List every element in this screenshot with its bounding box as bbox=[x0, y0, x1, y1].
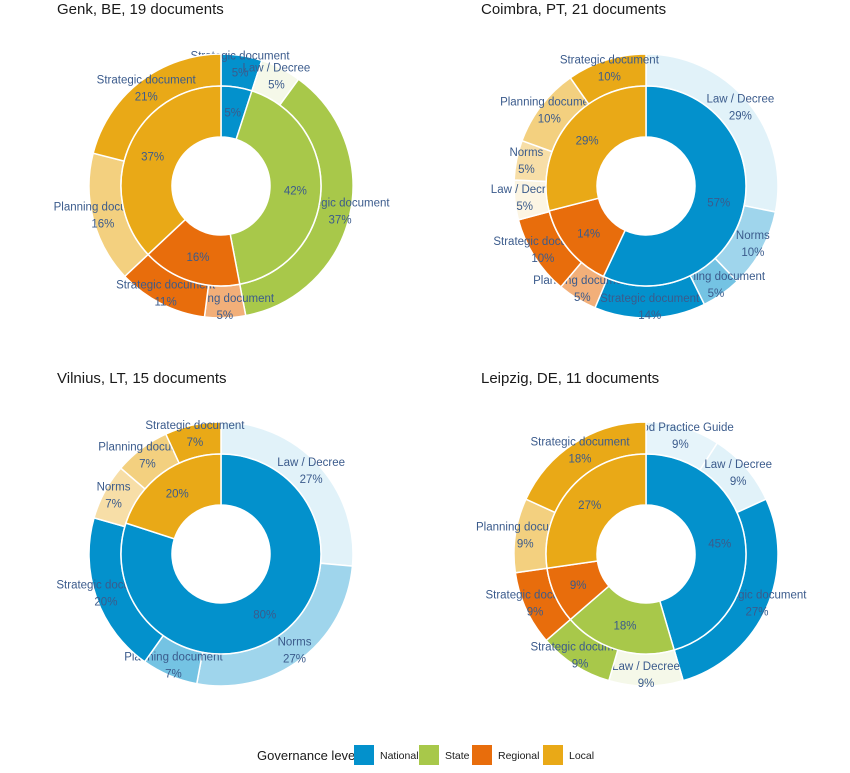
panel-3: Vilnius, LT, 15 documents Law / Decree 27%… bbox=[56, 370, 354, 687]
outer-slice-value-label: 14% bbox=[638, 310, 661, 322]
outer-slice-value-label: 9% bbox=[517, 539, 534, 551]
inner-slice-value-label: 27% bbox=[578, 500, 601, 512]
outer-slice-name-label: Law / Decree bbox=[612, 661, 680, 673]
inner-slice-value-label: 29% bbox=[576, 135, 599, 147]
outer-slice-value-label: 18% bbox=[569, 453, 592, 465]
outer-slice-value-label: 9% bbox=[672, 439, 689, 451]
outer-slice-value-label: 10% bbox=[598, 72, 621, 84]
outer-slice-name-label: Law / Decree bbox=[243, 62, 311, 74]
legend-swatch-national bbox=[354, 745, 374, 765]
outer-slice-value-label: 27% bbox=[283, 653, 306, 665]
panel-title: Coimbra, PT, 21 documents bbox=[481, 1, 666, 18]
outer-slice-value-label: 29% bbox=[729, 111, 752, 123]
outer-slice-value-label: 27% bbox=[300, 474, 323, 486]
legend: Governance level National State Regional… bbox=[257, 745, 594, 765]
outer-slice-value-label: 5% bbox=[268, 79, 285, 91]
outer-slice-value-label: 9% bbox=[527, 607, 544, 619]
outer-slice-name-label: Law / Decree bbox=[704, 459, 772, 471]
outer-slice-name-label: Norms bbox=[278, 636, 312, 648]
inner-slice-value-label: 80% bbox=[253, 609, 276, 621]
inner-slice-value-label: 5% bbox=[224, 107, 241, 119]
ring-divider bbox=[545, 453, 747, 655]
outer-slice-name-label: Norms bbox=[736, 230, 770, 242]
outer-slice-name-label: Strategic document bbox=[145, 420, 245, 432]
outer-slice-name-label: Law / Decree bbox=[277, 457, 345, 469]
inner-slice-value-label: 14% bbox=[577, 228, 600, 240]
legend-title: Governance level bbox=[257, 748, 358, 763]
outer-slice-value-label: 7% bbox=[139, 459, 156, 471]
ring-divider bbox=[120, 453, 322, 655]
outer-slice-value-label: 27% bbox=[745, 607, 768, 619]
ring-divider bbox=[120, 85, 322, 287]
outer-slice-name-label: Good Practice Guide bbox=[627, 422, 734, 434]
outer-slice-name-label: Strategic document bbox=[560, 55, 660, 67]
outer-slice-value-label: 11% bbox=[155, 297, 177, 309]
ring-divider bbox=[545, 85, 747, 287]
inner-slice-value-label: 16% bbox=[186, 252, 209, 264]
panels: Genk, BE, 19 documents Strategic document… bbox=[54, 1, 808, 690]
outer-slice-value-label: 9% bbox=[730, 476, 747, 488]
outer-slice-value-label: 7% bbox=[187, 437, 204, 449]
inner-slice-value-label: 18% bbox=[613, 620, 636, 632]
inner-slice-value-label: 57% bbox=[707, 197, 730, 209]
legend-swatch-local bbox=[543, 745, 563, 765]
outer-slice-value-label: 5% bbox=[708, 288, 725, 300]
inner-slice-value-label: 42% bbox=[284, 186, 307, 198]
outer-slice-name-label: Law / Decree bbox=[706, 94, 774, 106]
outer-slice-value-label: 20% bbox=[94, 597, 117, 609]
outer-slice-value-label: 10% bbox=[741, 247, 764, 259]
legend-label-regional: Regional bbox=[498, 750, 539, 762]
outer-slice-name-label: Strategic document bbox=[97, 75, 197, 87]
legend-label-local: Local bbox=[569, 750, 594, 762]
legend-swatch-state bbox=[419, 745, 439, 765]
panel-title: Genk, BE, 19 documents bbox=[57, 1, 224, 18]
outer-slice-value-label: 5% bbox=[217, 310, 234, 322]
outer-slice-value-label: 10% bbox=[531, 253, 554, 265]
outer-slice-name-label: Norms bbox=[97, 481, 131, 493]
outer-slice-name-label: Strategic document bbox=[116, 280, 216, 292]
inner-slice-value-label: 20% bbox=[166, 489, 189, 501]
panel-1: Genk, BE, 19 documents Strategic document… bbox=[54, 1, 391, 322]
outer-slice-value-label: 5% bbox=[516, 201, 533, 213]
legend-swatch-regional bbox=[472, 745, 492, 765]
outer-slice-value-label: 21% bbox=[135, 92, 158, 104]
outer-slice-value-label: 5% bbox=[232, 68, 249, 80]
outer-slice-value-label: 7% bbox=[165, 668, 182, 680]
outer-slice-value-label: 9% bbox=[572, 659, 589, 671]
inner-slice-value-label: 9% bbox=[570, 580, 587, 592]
outer-slice-value-label: 37% bbox=[329, 215, 352, 227]
panel-4: Leipzig, DE, 11 documents Good Practice G… bbox=[476, 370, 807, 690]
outer-slice-name-label: Law / Decree bbox=[491, 184, 559, 196]
outer-slice-value-label: 5% bbox=[574, 292, 591, 304]
outer-slice-value-label: 16% bbox=[91, 218, 114, 230]
outer-slice-value-label: 10% bbox=[538, 114, 561, 126]
panel-title: Vilnius, LT, 15 documents bbox=[57, 370, 227, 387]
inner-slice-value-label: 45% bbox=[708, 538, 731, 550]
outer-slice-name-label: Strategic document bbox=[530, 436, 630, 448]
inner-slice-value-label: 37% bbox=[141, 151, 164, 163]
legend-label-national: National bbox=[380, 750, 419, 762]
panel-2: Coimbra, PT, 21 documents Law / Decree 29%… bbox=[481, 1, 779, 322]
outer-slice-name-label: Planning document bbox=[500, 97, 599, 109]
outer-slice-value-label: 9% bbox=[638, 678, 655, 690]
outer-slice-name-label: Norms bbox=[509, 147, 543, 159]
outer-slice-value-label: 5% bbox=[518, 164, 535, 176]
outer-slice-name-label: Strategic document bbox=[600, 293, 700, 305]
legend-label-state: State bbox=[445, 750, 470, 762]
outer-slice-value-label: 7% bbox=[105, 498, 122, 510]
panel-title: Leipzig, DE, 11 documents bbox=[481, 370, 659, 387]
